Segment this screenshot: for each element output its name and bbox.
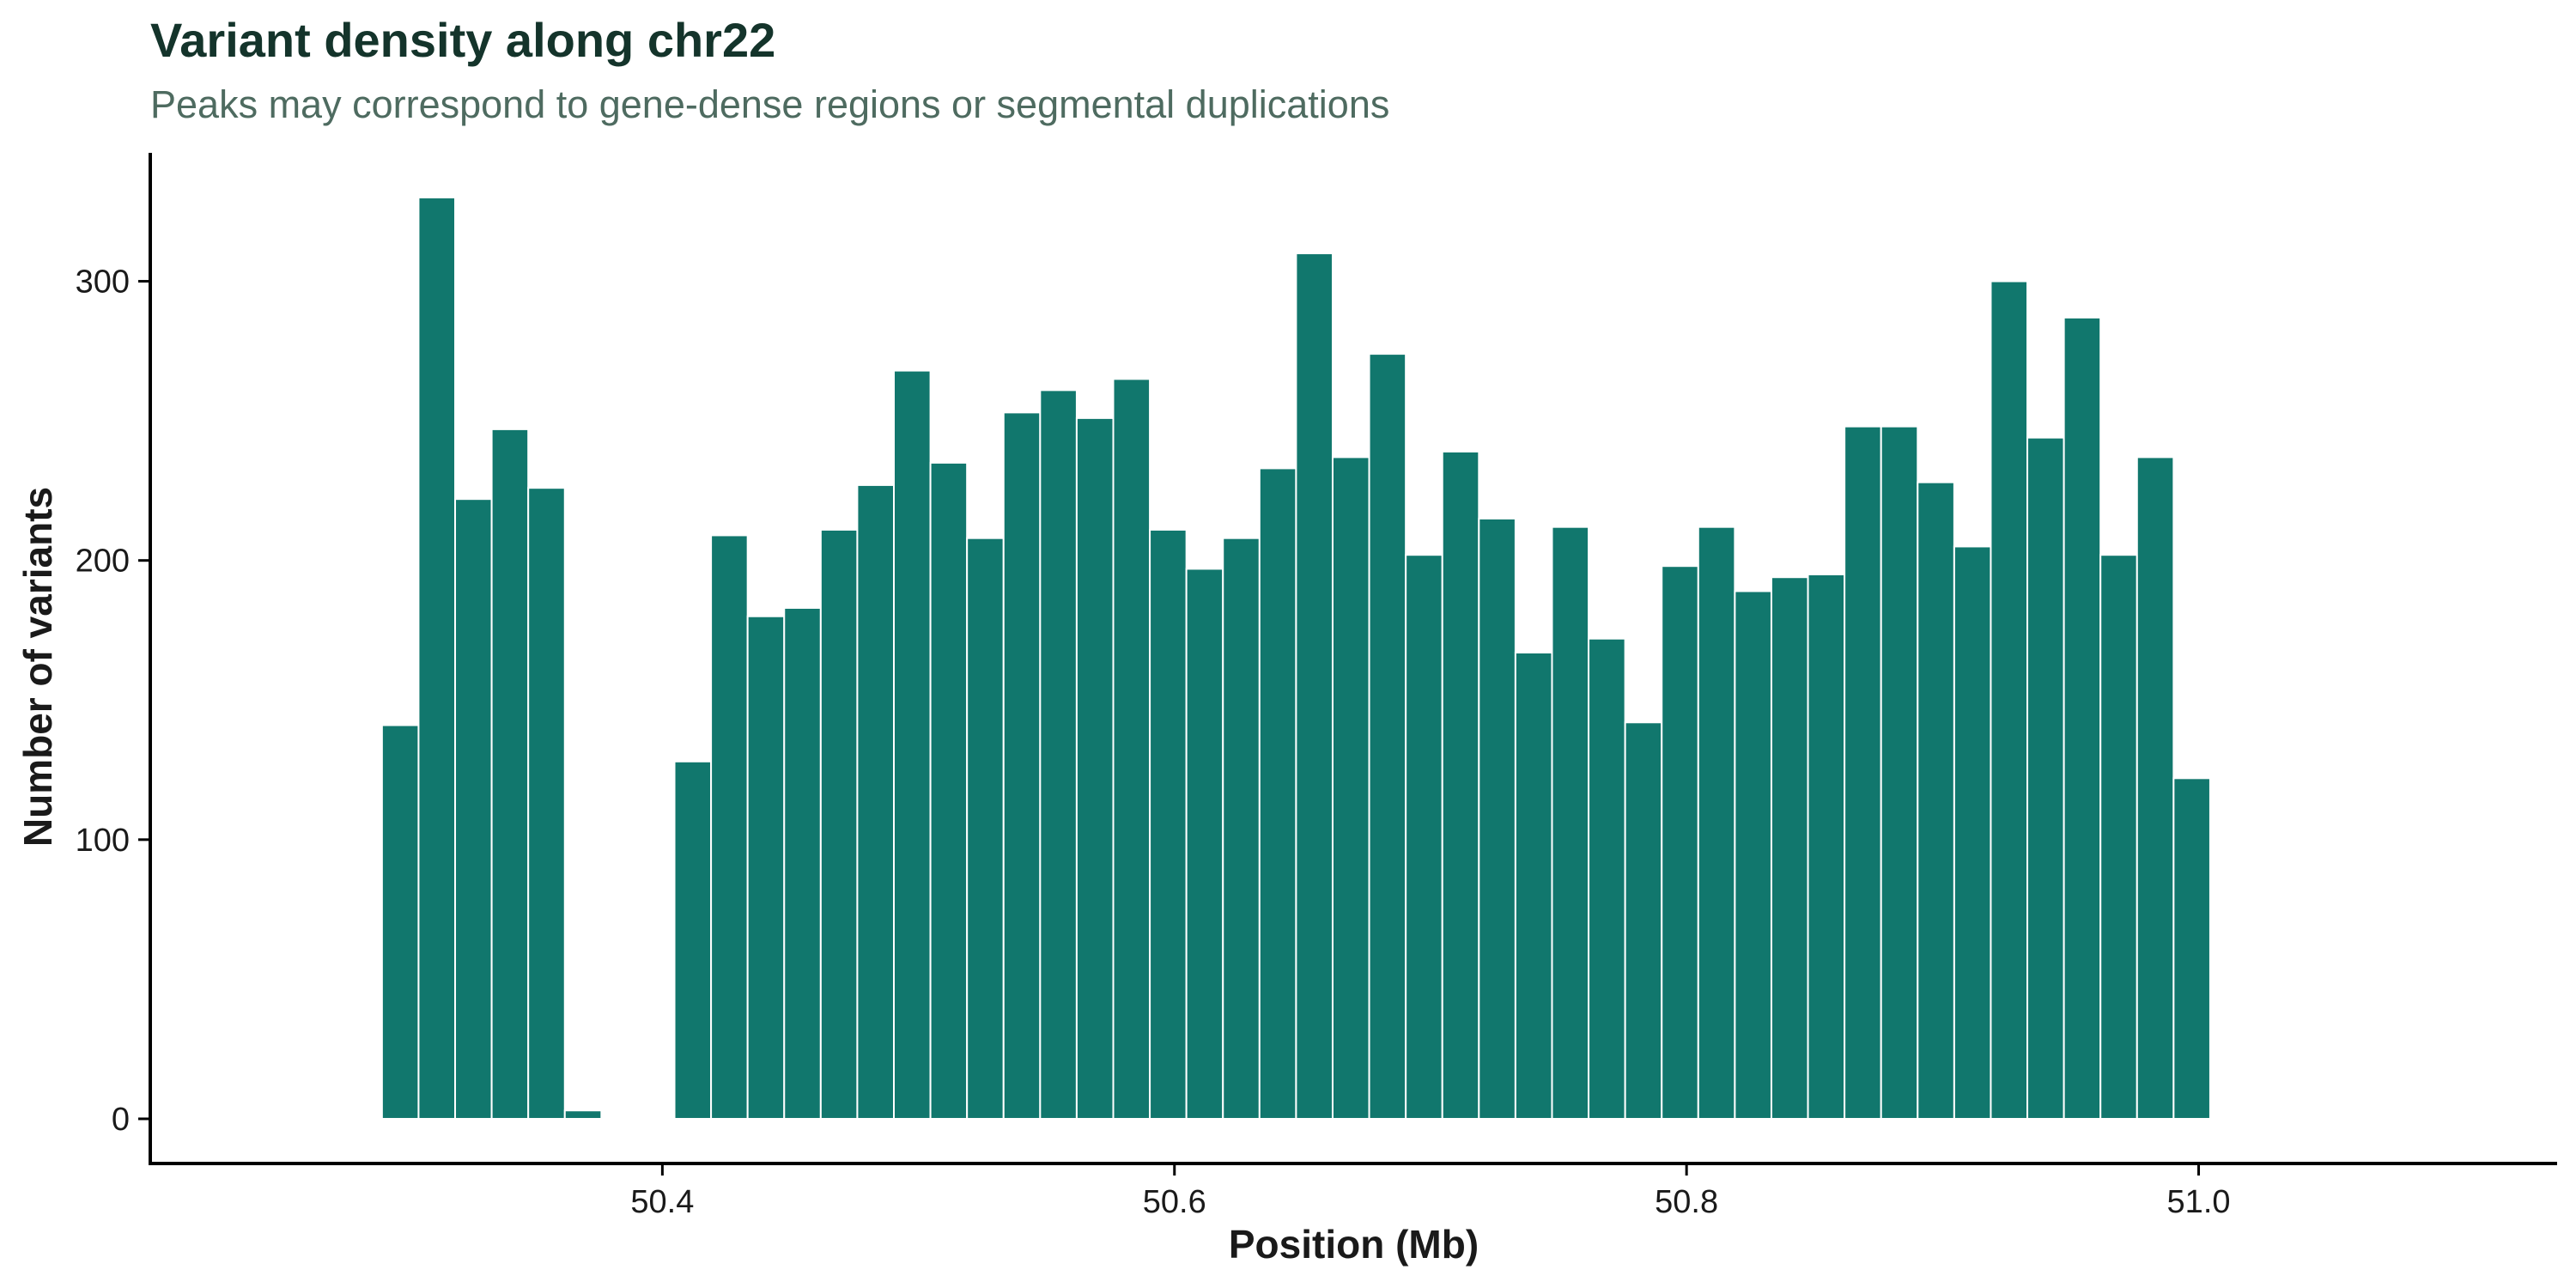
histogram-bar [929,461,969,1120]
histogram-bar [2063,316,2102,1120]
histogram-bar [1661,565,1699,1120]
y-tick-label: 300 [76,264,130,301]
histogram-bar [1697,526,1736,1120]
histogram-bar [1441,450,1480,1120]
y-axis-title: Number of variants [15,487,60,847]
histogram-bar [1990,280,2029,1120]
histogram-bar [710,534,749,1120]
histogram-bar [1953,545,1992,1120]
x-tick-label: 50.6 [1143,1184,1206,1220]
histogram-bar [1624,721,1663,1120]
x-axis-title: Position (Mb) [1229,1222,1479,1267]
y-tick-label: 0 [112,1102,130,1138]
histogram-bar [380,724,420,1120]
histogram-bar [673,760,713,1120]
histogram-bar [1368,353,1407,1120]
histogram-bar [527,487,566,1120]
histogram-bar [2099,554,2138,1120]
histogram-bar [1405,554,1443,1120]
histogram-bar [819,528,859,1120]
histogram-bar [1844,425,1882,1120]
histogram-bar [1331,456,1370,1120]
histogram-bar [1807,573,1846,1120]
axes-group [149,153,2557,1165]
histogram-bar [454,498,493,1120]
histogram-bar [1112,378,1151,1120]
histogram-bar [746,615,786,1120]
histogram-bar [1770,576,1809,1120]
y-tick-label: 100 [76,823,130,859]
histogram-bar [1478,517,1516,1120]
histogram-bar [856,483,896,1120]
x-tick-label: 50.8 [1655,1184,1718,1220]
histogram-bar [1149,528,1188,1120]
x-tick-label: 51.0 [2167,1184,2231,1220]
histogram-bar [2172,777,2211,1120]
y-ticks-group: 0 100 200 300 [76,264,150,1138]
histogram-bar [417,197,457,1120]
bars-group [380,197,2211,1120]
histogram-bar [563,1109,603,1120]
x-ticks-group: 50.4 50.6 50.8 51.0 [630,1163,2231,1220]
histogram-bar [2026,436,2065,1120]
histogram-bar [893,369,932,1120]
histogram-bar [1588,637,1626,1120]
histogram-bar [490,428,530,1120]
histogram-bar [1514,651,1553,1120]
histogram-bar [1880,425,1919,1120]
histogram-bar [1734,590,1772,1120]
histogram-bar [1185,568,1224,1120]
y-tick-label: 200 [76,544,130,580]
histogram-bar [2136,456,2175,1120]
histogram-bar [1002,411,1042,1120]
histogram-bar [1222,537,1261,1120]
histogram-bar [966,537,1005,1120]
histogram-bar [1295,252,1334,1120]
histogram-bar [783,606,822,1120]
x-tick-label: 50.4 [630,1184,694,1220]
histogram-bar [1551,526,1590,1120]
histogram-bar [1075,416,1115,1120]
chart-subtitle: Peaks may correspond to gene-dense regio… [150,82,1390,126]
chart-title: Variant density along chr22 [150,13,776,67]
histogram-bar [1039,389,1078,1120]
histogram-bar [1917,481,1955,1120]
histogram-bar [1258,467,1297,1120]
